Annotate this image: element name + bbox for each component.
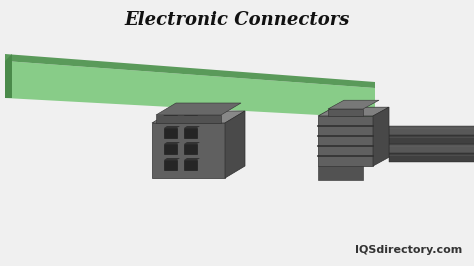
Bar xyxy=(184,112,197,122)
Polygon shape xyxy=(184,142,200,144)
Polygon shape xyxy=(318,107,389,116)
Polygon shape xyxy=(184,110,200,112)
Bar xyxy=(164,128,177,138)
Polygon shape xyxy=(5,54,375,88)
Polygon shape xyxy=(164,158,180,160)
Polygon shape xyxy=(5,61,375,118)
Bar xyxy=(164,112,177,122)
Bar xyxy=(152,123,225,178)
Polygon shape xyxy=(152,111,245,123)
Polygon shape xyxy=(164,142,180,144)
Bar xyxy=(318,166,363,180)
Polygon shape xyxy=(225,111,245,178)
Bar xyxy=(328,109,363,116)
Bar xyxy=(156,115,221,123)
Bar xyxy=(389,126,474,135)
Bar xyxy=(184,160,197,170)
Bar xyxy=(389,143,474,152)
Bar xyxy=(318,116,373,166)
Polygon shape xyxy=(373,107,389,166)
Polygon shape xyxy=(5,54,12,98)
Polygon shape xyxy=(184,126,200,128)
Bar xyxy=(164,144,177,154)
Bar xyxy=(164,160,177,170)
Text: IQSdirectory.com: IQSdirectory.com xyxy=(355,245,462,255)
Polygon shape xyxy=(164,126,180,128)
Bar xyxy=(184,128,197,138)
Bar xyxy=(389,152,474,161)
Polygon shape xyxy=(164,110,180,112)
Polygon shape xyxy=(184,158,200,160)
Polygon shape xyxy=(156,103,241,115)
Polygon shape xyxy=(328,100,379,109)
Bar xyxy=(389,135,474,143)
Text: Electronic Connectors: Electronic Connectors xyxy=(124,11,350,29)
Bar xyxy=(184,144,197,154)
